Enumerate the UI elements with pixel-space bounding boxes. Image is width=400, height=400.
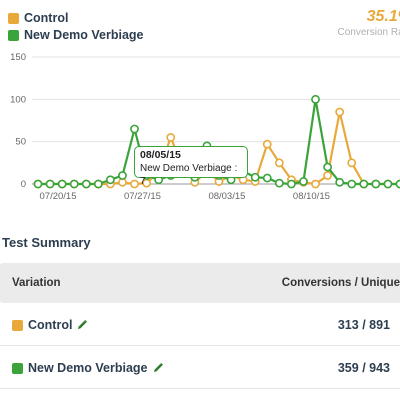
- data-point[interactable]: [347, 179, 357, 189]
- variation-cell: Control: [0, 318, 88, 332]
- data-point[interactable]: [323, 162, 332, 172]
- chart-tooltip: 08/05/15 New Demo Verbiage : 7: [134, 146, 248, 187]
- test-summary-title: Test Summary: [2, 235, 91, 250]
- data-point[interactable]: [33, 179, 43, 189]
- x-tick-label: 07/20/15: [40, 191, 77, 202]
- y-tick-label: 0: [21, 179, 26, 190]
- summary-table: Variation Conversions / Unique Control 3…: [0, 263, 400, 389]
- header-conversions[interactable]: Conversions / Unique: [281, 277, 400, 289]
- data-point[interactable]: [335, 107, 345, 117]
- data-point[interactable]: [359, 179, 369, 189]
- data-point[interactable]: [106, 175, 115, 185]
- legend-item-new-demo-verbiage[interactable]: New Demo Verbiage: [8, 27, 144, 43]
- data-point[interactable]: [262, 139, 272, 149]
- data-point[interactable]: [274, 178, 284, 188]
- legend-label-control: Control: [24, 11, 69, 25]
- data-point[interactable]: [335, 177, 345, 187]
- data-point[interactable]: [347, 158, 357, 168]
- data-point[interactable]: [93, 179, 103, 189]
- conversion-rate-value: 35.1%: [366, 8, 400, 25]
- data-point[interactable]: [299, 177, 308, 186]
- x-tick-label: 07/27/15: [124, 191, 161, 202]
- table-header: Variation Conversions / Unique: [0, 263, 400, 303]
- control-swatch: [12, 319, 23, 331]
- data-point[interactable]: [130, 124, 139, 134]
- y-tick-label: 100: [10, 94, 26, 105]
- y-tick-label: 150: [10, 52, 26, 63]
- data-point[interactable]: [383, 179, 393, 189]
- chart-legend: Control New Demo Verbiage: [8, 10, 144, 44]
- edit-pencil-icon[interactable]: [76, 319, 88, 331]
- new-demo-verbiage-swatch: [8, 29, 19, 41]
- control-swatch: [8, 12, 19, 24]
- data-point[interactable]: [57, 179, 67, 189]
- tooltip-text: New Demo Verbiage : 7: [140, 163, 238, 187]
- x-tick-label: 08/10/15: [293, 191, 330, 202]
- variation-cell: New Demo Verbiage: [0, 361, 164, 375]
- chart-panel: 0 50 100 150 07/20/15 07/27/15 08/03/15 08/10/…: [8, 8, 400, 202]
- data-point[interactable]: [250, 172, 260, 182]
- legend-label-new-demo-verbiage: New Demo Verbiage: [24, 28, 144, 42]
- data-point[interactable]: [130, 179, 139, 189]
- data-point[interactable]: [371, 179, 381, 189]
- conversion-rate-summary: 35.1% Conversion Rate: [338, 8, 400, 39]
- conversions-value: 359 / 943: [337, 361, 390, 375]
- data-point[interactable]: [274, 158, 284, 168]
- data-point[interactable]: [311, 179, 320, 189]
- data-point[interactable]: [323, 171, 332, 180]
- tooltip-date: 08/05/15: [140, 149, 181, 161]
- data-point[interactable]: [395, 179, 400, 189]
- data-point[interactable]: [45, 179, 55, 189]
- x-tick-label: 08/03/15: [208, 191, 245, 202]
- edit-pencil-icon[interactable]: [152, 362, 164, 374]
- header-variation: Variation: [12, 277, 61, 289]
- legend-item-control[interactable]: Control: [8, 10, 144, 26]
- conversions-value: 313 / 891: [337, 318, 390, 332]
- conversion-rate-label: Conversion Rate: [337, 27, 400, 38]
- data-point[interactable]: [69, 179, 79, 189]
- data-point[interactable]: [81, 179, 91, 189]
- variation-name: Control: [28, 318, 73, 332]
- data-point[interactable]: [286, 179, 296, 189]
- table-row: New Demo Verbiage 359 / 943: [0, 348, 400, 389]
- variation-name: New Demo Verbiage: [28, 361, 148, 375]
- data-point[interactable]: [118, 171, 127, 180]
- new-demo-verbiage-swatch: [12, 362, 23, 374]
- data-point[interactable]: [166, 133, 176, 142]
- y-tick-label: 50: [15, 137, 26, 148]
- table-row: Control 313 / 891: [0, 305, 400, 346]
- data-point[interactable]: [311, 94, 320, 104]
- data-point[interactable]: [262, 173, 272, 183]
